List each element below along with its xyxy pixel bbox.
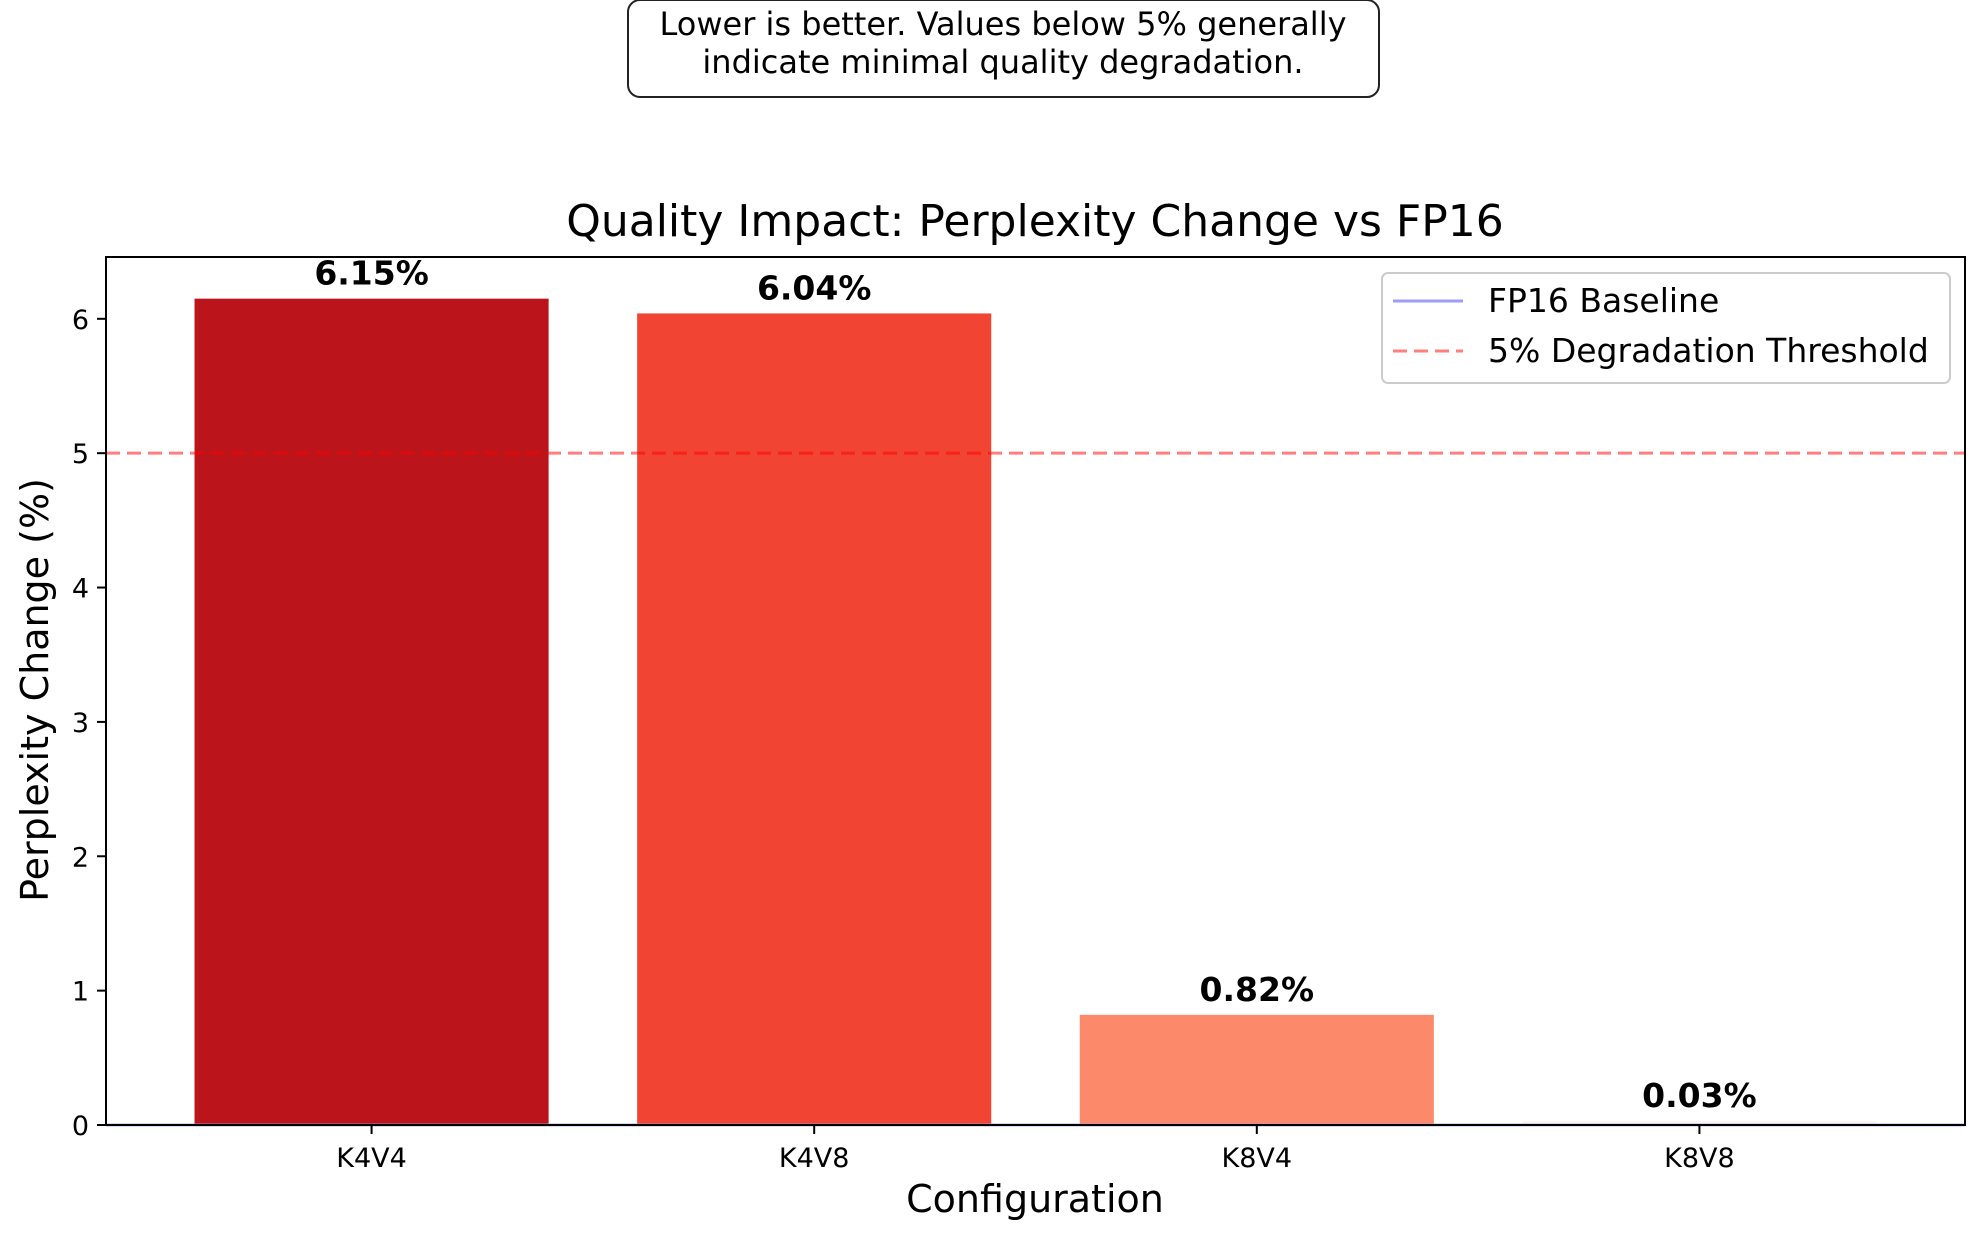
x-tick-label-k4v4: K4V4 — [336, 1143, 407, 1174]
x-tick-label-k8v4: K8V4 — [1222, 1143, 1293, 1174]
value-label-k8v8: 0.03% — [1642, 1076, 1757, 1115]
value-label-k8v4: 0.82% — [1200, 970, 1315, 1009]
y-tick-label-6: 6 — [72, 305, 89, 336]
y-tick-label-1: 1 — [72, 977, 89, 1008]
y-tick-label-4: 4 — [72, 574, 89, 605]
chart-title: Quality Impact: Perplexity Change vs FP1… — [566, 196, 1504, 247]
bar-k8v8 — [1522, 1120, 1877, 1125]
bar-k4v4 — [194, 298, 549, 1125]
legend-box — [1381, 272, 1951, 384]
x-tick-label-k8v8: K8V8 — [1664, 1143, 1735, 1174]
x-ticks-layer: K4V4 K4V8 K8V4 K8V8 — [336, 1125, 1735, 1174]
bar-k4v8 — [637, 313, 992, 1125]
value-labels-layer: 6.15% 6.04% 0.82% 0.03% — [314, 254, 1756, 1115]
legend-label-threshold: 5% Degradation Threshold — [1488, 331, 1929, 370]
value-label-k4v4: 6.15% — [314, 254, 429, 293]
y-tick-label-2: 2 — [72, 842, 89, 873]
y-tick-label-5: 5 — [72, 439, 89, 470]
y-tick-label-3: 3 — [72, 708, 89, 739]
x-axis-label: Configuration — [906, 1177, 1164, 1221]
value-label-k4v8: 6.04% — [757, 268, 872, 307]
x-tick-label-k4v8: K4V8 — [779, 1143, 850, 1174]
y-tick-label-0: 0 — [72, 1111, 89, 1142]
plot-frame — [105, 256, 1966, 1126]
y-axis-label: Perplexity Change (%) — [13, 478, 57, 902]
legend-label-baseline: FP16 Baseline — [1488, 281, 1719, 320]
annotation-box — [627, 0, 1380, 98]
bar-k8v4 — [1079, 1014, 1434, 1125]
legend: FP16 Baseline 5% Degradation Threshold — [1381, 272, 1951, 384]
annotation-line-2: indicate minimal quality degradation. — [702, 43, 1303, 81]
annotation-line-1: Lower is better. Values below 5% general… — [659, 5, 1346, 43]
y-ticks-layer: 0 1 2 3 4 5 6 — [72, 305, 106, 1142]
bars-layer — [194, 298, 1877, 1125]
